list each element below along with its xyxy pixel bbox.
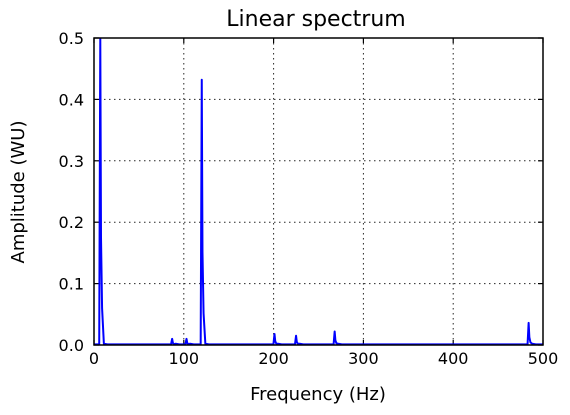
chart-title: Linear spectrum — [226, 7, 405, 32]
y-tick-label: 0.0 — [59, 336, 84, 355]
grid — [94, 38, 543, 345]
y-tick-label: 0.2 — [59, 213, 84, 232]
x-tick-label: 400 — [438, 349, 469, 368]
x-tick-label: 100 — [169, 349, 200, 368]
ticks: 0 100 200 300 400 500 0.0 0.1 0.2 0.3 0.4 0.5 — [59, 29, 559, 368]
y-tick-label: 0.3 — [59, 152, 84, 171]
plot-frame — [93, 37, 544, 346]
spectrum-series-line — [94, 38, 543, 345]
x-axis-label: Frequency (Hz) — [250, 384, 386, 405]
y-tick-label: 0.5 — [59, 29, 84, 48]
x-tick-label: 0 — [89, 349, 99, 368]
plot-area — [94, 38, 543, 345]
y-tick-label: 0.4 — [59, 90, 84, 109]
x-tick-label: 200 — [258, 349, 289, 368]
x-tick-label: 500 — [528, 349, 559, 368]
y-axis-label: Amplitude (WU) — [8, 121, 29, 264]
y-tick-label: 0.1 — [59, 275, 84, 294]
x-tick-label: 300 — [348, 349, 379, 368]
